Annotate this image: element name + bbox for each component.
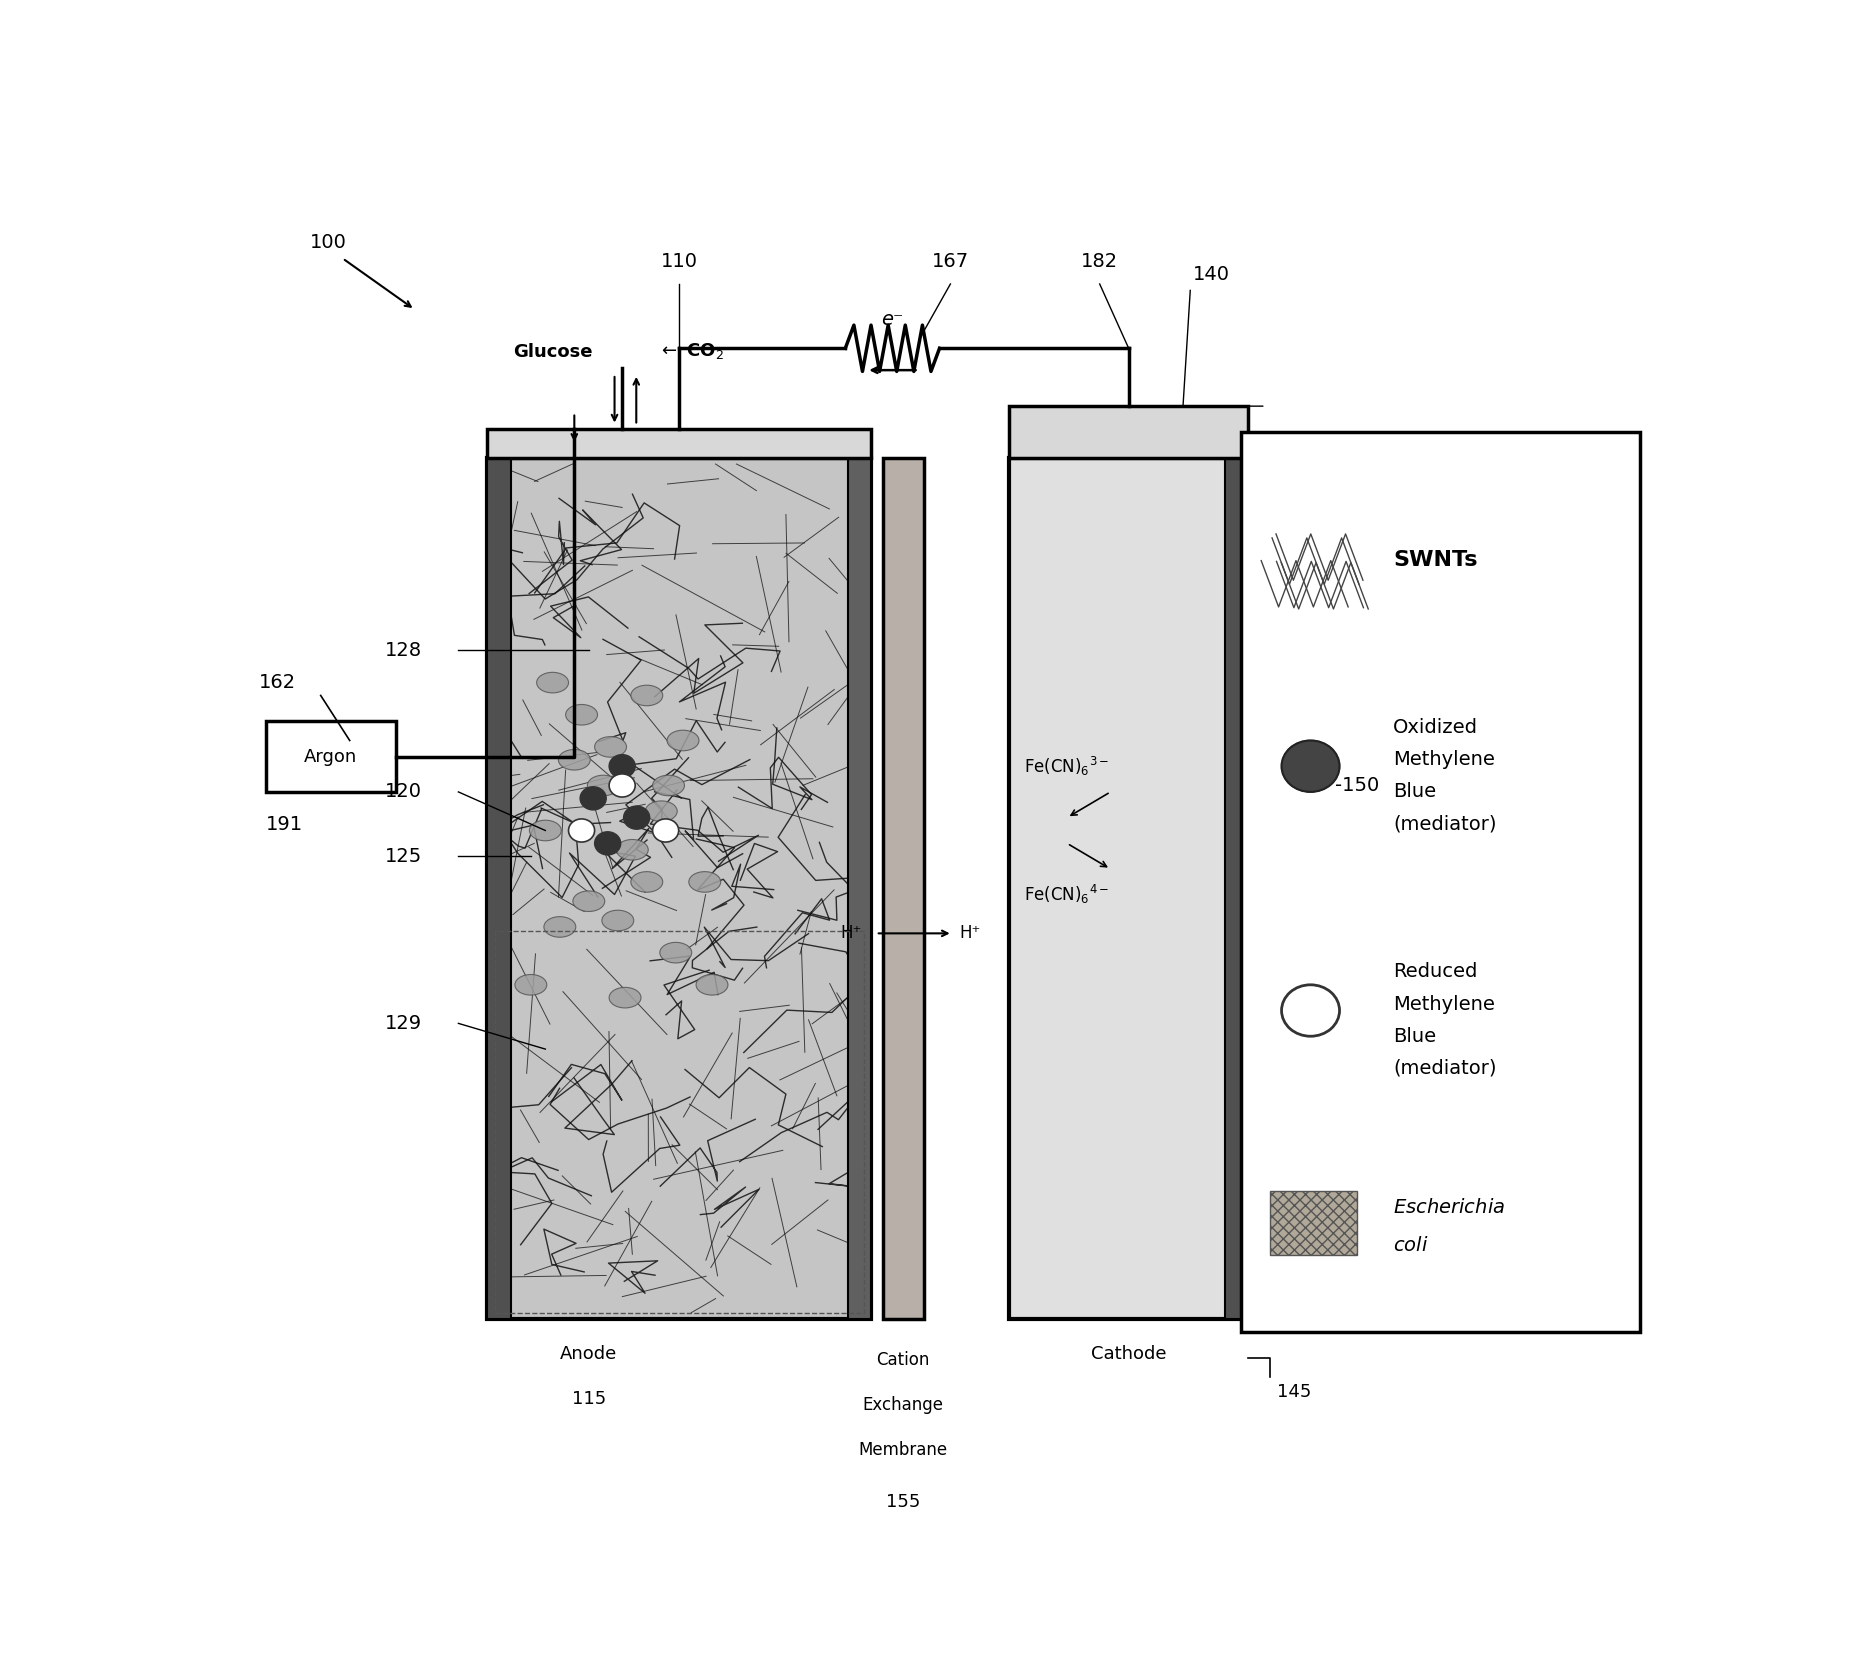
Ellipse shape bbox=[565, 705, 598, 725]
Text: Membrane: Membrane bbox=[858, 1441, 948, 1460]
Polygon shape bbox=[1242, 433, 1640, 1333]
Text: e⁻: e⁻ bbox=[881, 311, 903, 329]
Polygon shape bbox=[488, 458, 871, 1319]
Ellipse shape bbox=[660, 942, 692, 964]
Circle shape bbox=[1281, 740, 1339, 792]
Text: SWNTs: SWNTs bbox=[1393, 551, 1477, 571]
Ellipse shape bbox=[602, 910, 634, 930]
Text: 155: 155 bbox=[886, 1493, 920, 1511]
Ellipse shape bbox=[668, 730, 699, 752]
Text: 167: 167 bbox=[931, 252, 969, 271]
Text: Methylene: Methylene bbox=[1393, 750, 1494, 770]
Text: 140: 140 bbox=[1193, 266, 1230, 284]
Ellipse shape bbox=[610, 987, 641, 1009]
Ellipse shape bbox=[630, 872, 662, 892]
Ellipse shape bbox=[514, 975, 546, 995]
Text: 129: 129 bbox=[385, 1014, 423, 1032]
Circle shape bbox=[1281, 985, 1339, 1035]
Text: 110: 110 bbox=[660, 252, 698, 271]
Text: H⁺: H⁺ bbox=[840, 925, 862, 942]
Text: 162: 162 bbox=[258, 673, 295, 691]
Polygon shape bbox=[488, 429, 871, 458]
Text: Blue: Blue bbox=[1393, 1027, 1436, 1045]
Text: $\mathit{coli}$: $\mathit{coli}$ bbox=[1393, 1236, 1429, 1256]
Circle shape bbox=[595, 832, 621, 855]
Text: (mediator): (mediator) bbox=[1393, 815, 1496, 833]
Text: $\leftarrow$ CO$_2$: $\leftarrow$ CO$_2$ bbox=[658, 341, 724, 361]
Text: Fe(CN)$_6$$^{3-}$: Fe(CN)$_6$$^{3-}$ bbox=[1023, 755, 1109, 778]
Text: Exchange: Exchange bbox=[862, 1396, 944, 1414]
Circle shape bbox=[580, 787, 606, 810]
Circle shape bbox=[568, 818, 595, 842]
Text: 191: 191 bbox=[266, 815, 303, 833]
Text: 115: 115 bbox=[572, 1389, 606, 1408]
Text: 100: 100 bbox=[310, 232, 346, 252]
Polygon shape bbox=[1225, 458, 1249, 1319]
Text: Cation: Cation bbox=[877, 1351, 929, 1369]
Text: 120: 120 bbox=[385, 783, 423, 802]
Text: 145: 145 bbox=[1277, 1383, 1311, 1401]
Polygon shape bbox=[1010, 406, 1249, 458]
Text: Fe(CN)$_6$$^{4-}$: Fe(CN)$_6$$^{4-}$ bbox=[1023, 883, 1109, 907]
Text: 125: 125 bbox=[385, 847, 423, 865]
Text: Glucose: Glucose bbox=[512, 342, 593, 361]
Text: Reduced: Reduced bbox=[1393, 962, 1477, 982]
Polygon shape bbox=[1010, 458, 1249, 1319]
Ellipse shape bbox=[688, 872, 720, 892]
Ellipse shape bbox=[537, 673, 568, 693]
Ellipse shape bbox=[559, 750, 591, 770]
Ellipse shape bbox=[653, 775, 684, 797]
Text: 182: 182 bbox=[1081, 252, 1118, 271]
Ellipse shape bbox=[630, 685, 662, 706]
Ellipse shape bbox=[617, 840, 649, 860]
Circle shape bbox=[610, 773, 636, 797]
Ellipse shape bbox=[696, 975, 727, 995]
Polygon shape bbox=[1270, 1191, 1358, 1254]
Polygon shape bbox=[266, 721, 396, 792]
Text: $\mathit{Escherichia}$: $\mathit{Escherichia}$ bbox=[1393, 1197, 1505, 1217]
Polygon shape bbox=[849, 458, 871, 1319]
Text: (mediator): (mediator) bbox=[1393, 1059, 1496, 1077]
Ellipse shape bbox=[529, 820, 561, 840]
Ellipse shape bbox=[572, 890, 604, 912]
Text: H⁺: H⁺ bbox=[959, 925, 982, 942]
Text: Oxidized: Oxidized bbox=[1393, 718, 1477, 736]
Polygon shape bbox=[488, 458, 511, 1319]
Polygon shape bbox=[883, 458, 924, 1319]
Ellipse shape bbox=[544, 917, 576, 937]
Circle shape bbox=[653, 818, 679, 842]
Text: -150: -150 bbox=[1335, 777, 1380, 795]
Ellipse shape bbox=[587, 775, 619, 797]
Text: Methylene: Methylene bbox=[1393, 995, 1494, 1014]
Ellipse shape bbox=[595, 736, 626, 757]
Text: Argon: Argon bbox=[305, 748, 357, 765]
Text: 128: 128 bbox=[385, 641, 423, 660]
Circle shape bbox=[610, 755, 636, 778]
Text: Anode: Anode bbox=[561, 1344, 617, 1363]
Circle shape bbox=[623, 807, 649, 830]
Text: Cathode: Cathode bbox=[1090, 1344, 1167, 1363]
Ellipse shape bbox=[645, 802, 677, 822]
Text: Blue: Blue bbox=[1393, 783, 1436, 802]
